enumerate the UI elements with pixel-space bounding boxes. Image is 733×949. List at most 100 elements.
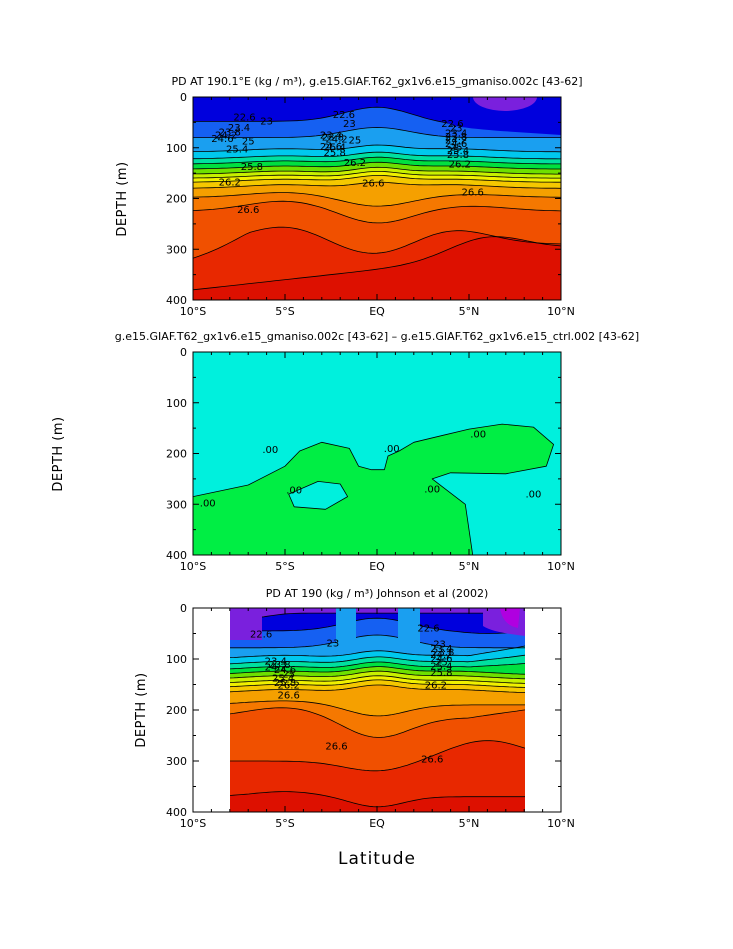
panel-2: g.e15.GIAF.T62_gx1v6.e15_gmaniso.002c [4… <box>51 330 639 573</box>
contour-label: 26.6 <box>362 178 384 189</box>
contour-label: 25.4 <box>324 142 346 153</box>
contour-line <box>230 679 525 688</box>
contour-label: 25.8 <box>447 150 469 161</box>
contour-band <box>193 192 561 223</box>
x-tick-label: 10°S <box>180 305 206 318</box>
contour-line <box>230 670 525 680</box>
contour-label: 25.8 <box>430 668 452 679</box>
contour-label: 22.6 <box>417 623 439 634</box>
contour-line <box>193 226 561 259</box>
panel-3-ticks: 10°S 5°S EQ 5°N 10°N 0 100 200 300 400 <box>166 602 575 830</box>
contour-band <box>473 97 537 111</box>
x-tick-label: 5°S <box>275 560 294 573</box>
contour-label: 26.6 <box>237 205 259 216</box>
contour-label: 22.6 <box>233 112 255 123</box>
y-tick-label: 0 <box>180 91 187 104</box>
contour-line <box>193 175 561 183</box>
y-tick-label: 300 <box>166 498 187 511</box>
contour-line <box>193 192 561 207</box>
contour-line <box>230 700 525 717</box>
panel-2-ticks: 10°S 5°S EQ 5°N 10°N 0 100 200 300 400 <box>166 346 575 573</box>
panel-2-ylabel: DEPTH (m) <box>51 416 66 491</box>
contour-label: 26.6 <box>278 691 300 702</box>
panel-3-ylabel: DEPTH (m) <box>134 672 149 747</box>
contour-label: 24.6 <box>211 134 233 145</box>
contour-label: 24.2 <box>325 135 347 146</box>
contour-line <box>230 645 525 658</box>
contour-label: 25 <box>349 136 362 147</box>
contour-band <box>230 685 525 716</box>
contour-line <box>193 127 561 138</box>
x-tick-label: 5°N <box>459 560 480 573</box>
contour-label: 25.4 <box>272 673 294 684</box>
contour-line <box>193 166 561 175</box>
contour-line <box>230 740 525 772</box>
contour-label: .00 <box>525 490 541 501</box>
contour-band <box>193 423 554 555</box>
contour-label: 23 <box>450 123 463 134</box>
contour-label: 25 <box>242 137 255 148</box>
contour-band <box>230 618 525 648</box>
contour-label: 24.2 <box>430 650 452 661</box>
contour-label: 24.6 <box>430 654 452 665</box>
x-tick-label: EQ <box>369 560 385 573</box>
contour-line <box>193 200 561 224</box>
panel-2-contour-fill: .00 .00 .00 .00 .00 .00 .00 <box>193 352 561 555</box>
contour-band <box>193 127 561 152</box>
y-tick-label: 400 <box>166 806 187 819</box>
contour-band <box>230 613 525 634</box>
contour-label: 24.6 <box>445 139 467 150</box>
contour-label: 25 <box>450 142 463 153</box>
contour-band <box>230 646 525 664</box>
y-tick-label: 200 <box>166 448 187 461</box>
contour-label: .00 <box>384 444 400 455</box>
y-tick-label: 0 <box>180 346 187 359</box>
contour-label: 26.6 <box>325 742 347 753</box>
y-tick-label: 0 <box>180 602 187 615</box>
contour-label: 26.6 <box>421 754 443 765</box>
contour-label: 25.4 <box>226 144 248 155</box>
x-tick-label: 10°S <box>180 817 206 830</box>
contour-label: 24.2 <box>265 663 287 674</box>
y-tick-label: 100 <box>166 142 187 155</box>
contour-label: 26.2 <box>219 177 241 188</box>
contour-label: 22.6 <box>250 630 272 641</box>
contour-line <box>193 181 561 189</box>
y-tick-label: 200 <box>166 193 187 206</box>
contour-line <box>193 161 561 170</box>
contour-line <box>193 151 561 160</box>
x-tick-label: EQ <box>369 305 385 318</box>
contour-line <box>230 634 525 649</box>
contour-label: 25.8 <box>241 162 263 173</box>
contour-band <box>230 655 525 669</box>
contour-label: 23.4 <box>228 123 250 134</box>
contour-label: 24.2 <box>445 136 467 147</box>
y-tick-label: 200 <box>166 704 187 717</box>
contour-label: 24.6 <box>320 142 342 153</box>
contour-label: 24.2 <box>215 131 237 142</box>
contour-line <box>230 707 525 738</box>
contour-label: 23.8 <box>219 128 241 139</box>
contour-label: 22.6 <box>333 110 355 121</box>
panel-1-ylabel: DEPTH (m) <box>115 161 130 236</box>
panel-2-title: g.e15.GIAF.T62_gx1v6.e15_gmaniso.002c [4… <box>115 330 639 343</box>
x-tick-label: 5°S <box>275 305 294 318</box>
contour-label: 23.4 <box>320 131 342 142</box>
contour-band <box>230 635 525 658</box>
y-tick-label: 300 <box>166 243 187 256</box>
panel-3: PD AT 190 (kg / m³) Johnson et al (2002)… <box>134 587 575 869</box>
x-tick-label: 10°N <box>547 817 575 830</box>
panel-1-contour-fill: 22.62323.423.824.224.62525.425.826.226.6… <box>193 97 561 300</box>
contour-line <box>193 236 561 291</box>
contour-band <box>193 97 283 121</box>
contour-label: .00 <box>424 485 440 496</box>
contour-band <box>500 608 520 628</box>
contour-line <box>230 684 525 693</box>
contour-band <box>288 481 348 510</box>
contour-band <box>230 740 525 807</box>
contour-band <box>193 236 561 300</box>
contour-label: 23 <box>343 119 356 130</box>
contour-label: 25.8 <box>324 148 346 159</box>
contour-label: .00 <box>470 430 486 441</box>
panel-1-ticks: 10°S 5°S EQ 5°N 10°N 0 100 200 300 400 <box>166 91 575 318</box>
